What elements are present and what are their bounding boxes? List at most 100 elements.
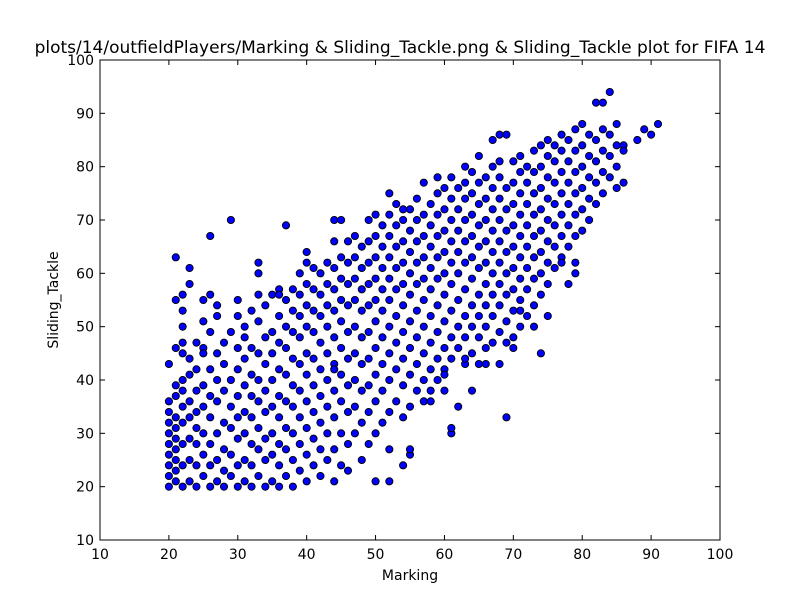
data-point	[192, 365, 201, 374]
data-point	[357, 263, 366, 273]
data-point	[550, 178, 559, 187]
data-point	[399, 205, 408, 214]
data-point	[295, 466, 304, 475]
data-point	[647, 130, 656, 139]
data-point	[164, 359, 173, 369]
data-point	[233, 482, 242, 491]
data-point	[330, 413, 339, 422]
data-point	[433, 354, 442, 363]
data-point	[178, 482, 187, 491]
y-tick-label: 60	[76, 266, 94, 282]
data-point	[330, 333, 339, 342]
data-point	[481, 258, 490, 267]
data-point	[281, 370, 291, 379]
data-point	[364, 279, 373, 289]
data-point	[281, 295, 291, 305]
data-point	[454, 295, 463, 305]
data-point	[268, 327, 277, 337]
data-point	[495, 173, 504, 182]
data-point	[523, 162, 532, 171]
data-point	[467, 386, 477, 395]
data-point	[164, 418, 173, 427]
data-point	[268, 290, 277, 299]
data-point	[171, 295, 180, 305]
data-point	[371, 231, 380, 241]
data-point	[268, 375, 277, 385]
data-point	[467, 349, 477, 358]
data-point	[199, 295, 208, 305]
data-point	[571, 210, 580, 219]
data-point	[337, 429, 346, 438]
data-point	[178, 375, 187, 385]
data-point	[385, 189, 394, 198]
data-point	[288, 327, 297, 337]
data-point	[571, 189, 580, 198]
data-point	[447, 279, 456, 289]
data-point	[488, 338, 497, 347]
data-point	[426, 397, 435, 406]
data-point	[585, 215, 594, 225]
data-point	[495, 215, 504, 225]
data-point	[585, 151, 594, 161]
data-point	[192, 338, 201, 347]
data-point	[571, 146, 580, 155]
data-point	[378, 285, 387, 294]
data-point	[495, 258, 504, 267]
data-point	[295, 386, 304, 395]
data-point	[612, 183, 621, 193]
data-point	[323, 258, 332, 267]
data-point	[219, 466, 229, 475]
data-point	[502, 205, 511, 214]
data-point	[640, 125, 649, 134]
data-point	[302, 349, 311, 358]
data-point	[240, 354, 249, 363]
data-point	[364, 407, 373, 417]
data-point	[185, 354, 194, 363]
data-point	[206, 482, 215, 491]
data-point	[399, 279, 408, 289]
data-point	[550, 263, 559, 273]
data-point	[536, 141, 545, 150]
data-point	[343, 407, 353, 417]
data-point	[385, 375, 394, 385]
data-point	[171, 466, 180, 475]
data-point	[164, 429, 173, 438]
data-point	[385, 210, 394, 219]
data-point	[323, 349, 332, 358]
data-point	[419, 295, 428, 305]
data-point	[509, 242, 518, 251]
data-point	[474, 151, 483, 161]
data-point	[426, 386, 435, 395]
data-point	[523, 311, 532, 321]
data-point	[543, 215, 552, 225]
data-point	[302, 301, 311, 310]
data-point	[247, 461, 256, 470]
data-point	[171, 381, 180, 390]
data-point	[571, 125, 580, 134]
data-point	[247, 391, 256, 401]
data-point	[316, 418, 325, 427]
data-point	[385, 295, 394, 305]
data-point	[412, 306, 421, 315]
data-point	[481, 173, 490, 182]
data-point	[405, 205, 415, 214]
data-point	[330, 237, 339, 246]
data-point	[302, 423, 311, 433]
data-point	[399, 413, 408, 422]
data-point	[350, 429, 359, 438]
data-point	[185, 477, 194, 486]
data-point	[337, 397, 346, 406]
chart-title: plots/14/outfieldPlayers/Marking & Slidi…	[35, 38, 766, 58]
data-point	[233, 343, 242, 353]
data-point	[213, 375, 222, 385]
data-point	[371, 370, 380, 379]
data-point	[192, 439, 201, 449]
data-point	[309, 461, 318, 470]
data-point	[330, 477, 339, 486]
data-point	[233, 311, 242, 321]
data-point	[309, 407, 318, 417]
data-point	[523, 263, 532, 273]
data-point	[254, 423, 263, 433]
data-point	[399, 258, 408, 267]
data-point	[461, 237, 470, 246]
